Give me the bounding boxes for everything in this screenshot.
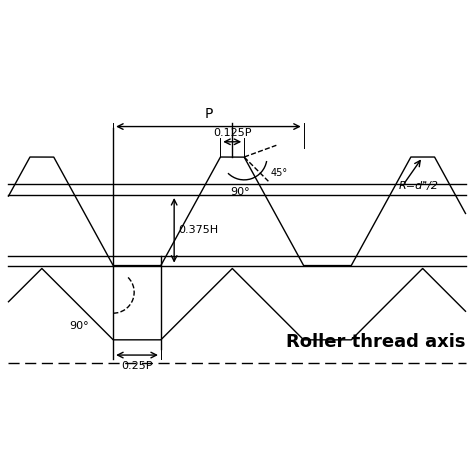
Text: Roller thread axis: Roller thread axis xyxy=(286,333,465,351)
Text: P: P xyxy=(204,107,213,121)
Text: 90°: 90° xyxy=(69,321,89,331)
Text: 0.375H: 0.375H xyxy=(178,225,218,235)
Text: 0.25P: 0.25P xyxy=(121,361,153,371)
Text: 45°: 45° xyxy=(271,168,288,178)
Text: 0.125P: 0.125P xyxy=(213,128,252,138)
Text: 90°: 90° xyxy=(230,188,250,198)
Text: R=dᴿ/2: R=dᴿ/2 xyxy=(399,181,439,191)
